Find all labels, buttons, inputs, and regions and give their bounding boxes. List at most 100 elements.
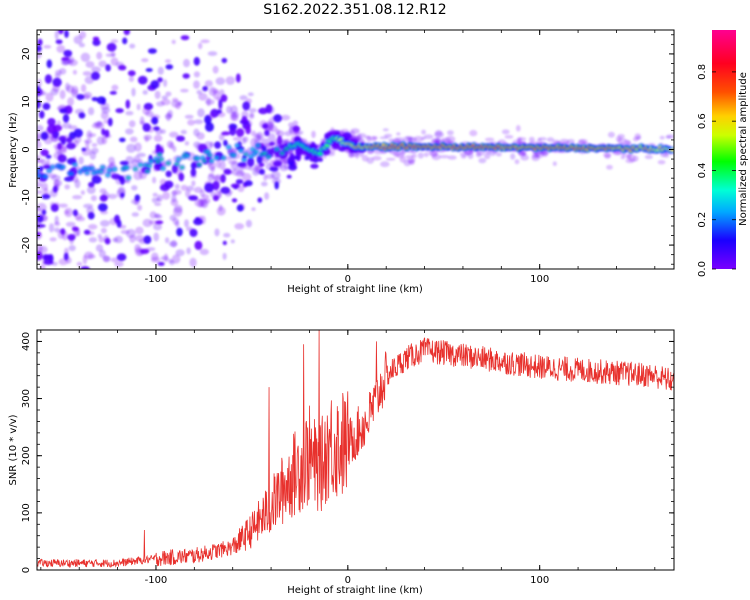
heatmap-cell	[105, 64, 111, 72]
heatmap-cell	[78, 42, 85, 48]
heatmap-cell	[49, 237, 57, 242]
heatmap-cell	[355, 153, 360, 159]
heatmap-cell	[105, 173, 111, 177]
heatmap-cell	[223, 232, 231, 238]
heatmap-cell	[83, 91, 93, 99]
heatmap-cell	[183, 58, 190, 68]
heatmap-cell	[439, 155, 450, 159]
heatmap-cell	[262, 123, 270, 130]
heatmap-cell	[431, 139, 437, 144]
heatmap-cell	[63, 49, 73, 57]
heatmap-cell	[214, 228, 220, 237]
heatmap-cell	[91, 143, 98, 147]
heatmap-cell	[310, 163, 319, 169]
heatmap-cell	[126, 176, 131, 180]
colorbar-tick-label: 0.2	[697, 212, 708, 228]
colorbar-label: Normalized spectral amplitude	[738, 72, 749, 226]
heatmap-cell	[37, 45, 42, 52]
heatmap-cell	[55, 39, 63, 45]
heatmap-cell	[342, 136, 352, 140]
heatmap-cell	[145, 68, 153, 72]
heatmap-cell	[40, 149, 49, 157]
heatmap-cell	[67, 234, 76, 241]
heatmap-cell	[197, 163, 202, 166]
heatmap-cell	[75, 216, 86, 222]
heatmap-cell	[90, 195, 97, 202]
heatmap-cell	[49, 189, 58, 198]
heatmap-cell	[72, 163, 78, 166]
heatmap-cell	[207, 154, 212, 157]
heatmap-cell	[167, 258, 173, 263]
heatmap-cell	[380, 161, 390, 168]
heatmap-cell	[98, 249, 106, 258]
heatmap-cell	[37, 256, 43, 261]
heatmap-cell	[379, 136, 389, 140]
heatmap-cell	[153, 134, 163, 142]
y-tick-label: 200	[21, 446, 32, 465]
colorbar-ticks: 0.0 0.2 0.4 0.6 0.8	[697, 64, 736, 277]
heatmap-cell	[154, 202, 162, 207]
heatmap-cell	[173, 204, 183, 213]
heatmap-cell	[385, 157, 396, 161]
heatmap-cell	[243, 136, 249, 143]
heatmap-cell	[288, 122, 294, 128]
heatmap-cell	[159, 184, 170, 192]
heatmap-cell	[151, 116, 159, 125]
heatmap-cell	[160, 167, 166, 170]
heatmap-cell	[49, 134, 56, 139]
y-tick-label: 400	[21, 332, 32, 351]
heatmap-cell	[528, 136, 535, 143]
heatmap-cell	[421, 129, 426, 135]
heatmap-cell	[47, 118, 56, 126]
heatmap-cell	[469, 129, 478, 137]
heatmap-cell	[242, 158, 247, 161]
heatmap-cell	[166, 140, 174, 148]
heatmap-cell	[230, 114, 239, 122]
heatmap-cell	[52, 83, 60, 93]
heatmap-cell	[178, 101, 183, 106]
heatmap-cell	[64, 207, 73, 218]
heatmap-cell	[126, 143, 137, 153]
heatmap-cell	[37, 169, 40, 172]
y-tick-label: 20	[21, 48, 32, 61]
heatmap-cell	[251, 207, 256, 212]
heatmap-cell	[364, 135, 371, 139]
heatmap-cell	[636, 135, 642, 140]
heatmap-cell	[91, 97, 99, 102]
heatmap-cell	[268, 141, 276, 146]
heatmap-cell	[89, 151, 97, 160]
heatmap-cell	[143, 134, 153, 141]
heatmap-cell	[396, 132, 401, 136]
heatmap-cell	[274, 181, 280, 190]
heatmap-cell	[88, 181, 95, 188]
heatmap-cell	[578, 139, 588, 144]
heatmap-cell	[154, 90, 161, 100]
heatmap-cell	[141, 58, 149, 63]
heatmap-cell	[85, 140, 90, 150]
heatmap-cell	[69, 172, 74, 176]
y-tick-label: 0	[21, 146, 32, 152]
heatmap-cell	[53, 202, 60, 207]
heatmap-cell	[119, 224, 127, 229]
heatmap-cell	[204, 182, 215, 193]
heatmap-cell	[45, 154, 52, 159]
heatmap-cell	[110, 257, 119, 263]
heatmap-cell	[180, 88, 189, 93]
heatmap-cell	[264, 192, 270, 200]
heatmap-cell	[37, 99, 41, 109]
heatmap-cell	[65, 221, 76, 227]
heatmap-cell	[72, 156, 77, 162]
heatmap-cell	[94, 121, 105, 130]
heatmap-cell	[182, 73, 190, 79]
heatmap-cell	[110, 57, 119, 66]
heatmap-cell	[184, 219, 189, 228]
heatmap-cell	[127, 70, 136, 77]
heatmap-cell	[495, 152, 502, 157]
heatmap-cell	[137, 204, 143, 211]
heatmap-cell	[58, 144, 68, 154]
heatmap-cell	[52, 124, 63, 132]
heatmap-cell	[48, 223, 55, 233]
colorbar-tick-label: 0.4	[697, 162, 708, 178]
heatmap-cell	[516, 137, 527, 141]
heatmap-cell	[202, 194, 210, 200]
